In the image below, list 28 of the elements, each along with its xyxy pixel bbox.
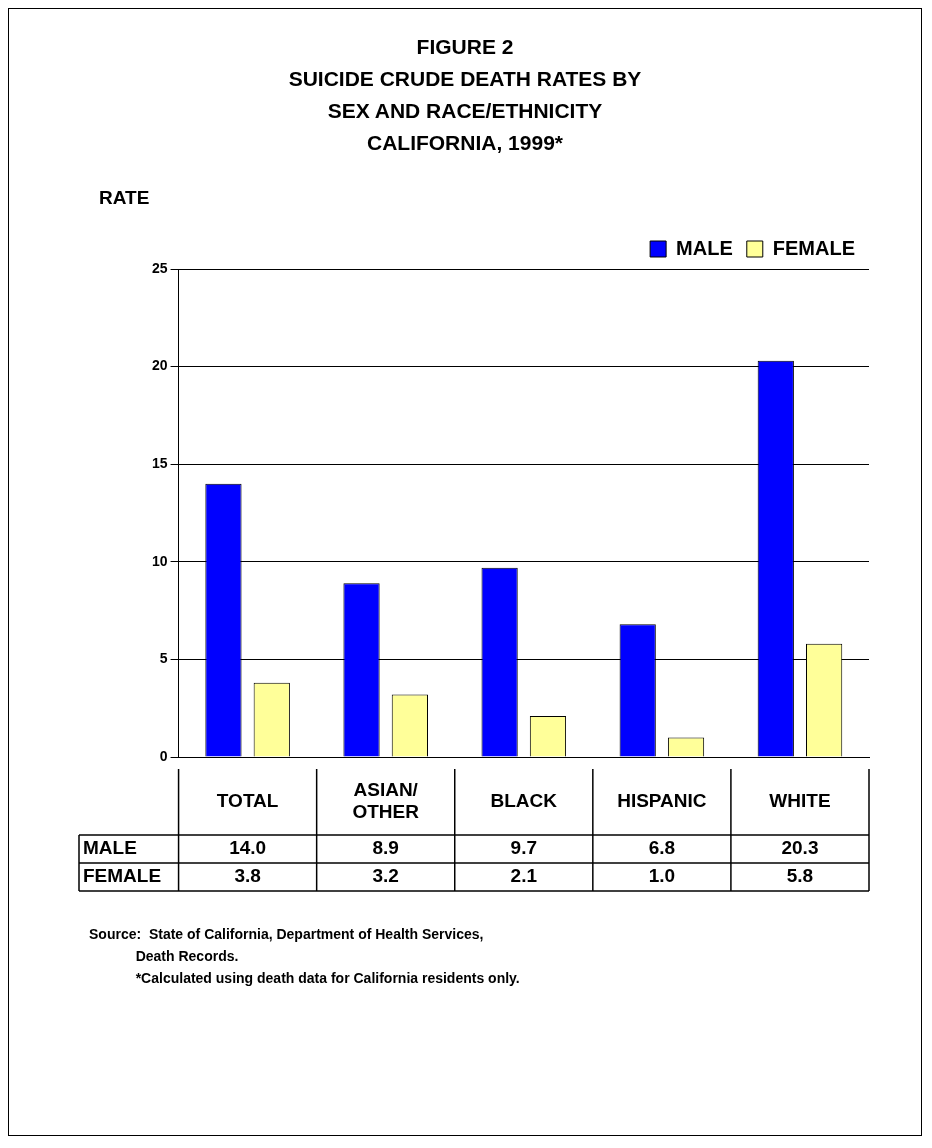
y-axis-title: RATE bbox=[99, 187, 151, 209]
text: MALE bbox=[83, 837, 137, 859]
data-label: 5.8 bbox=[786, 865, 814, 887]
data-label: 1.0 bbox=[648, 865, 676, 887]
x-tick-label: WHITE bbox=[769, 790, 831, 812]
text: FEMALE bbox=[83, 865, 162, 887]
data-label: 3.2 bbox=[372, 865, 399, 887]
data-label: 20.3 bbox=[781, 837, 819, 859]
x-tick-label: HISPANIC bbox=[617, 790, 707, 812]
data-label: 3.8 bbox=[234, 865, 261, 887]
y-tick-label: 20 bbox=[151, 357, 168, 374]
legend-label: MALE bbox=[676, 236, 733, 259]
y-tick-label: 10 bbox=[151, 552, 168, 569]
x-tick-label: ASIAN/ OTHER bbox=[352, 779, 420, 823]
x-tick-label: BLACK bbox=[490, 790, 558, 812]
source-note: Source: State of California, Department of Health Services, Death Records. *Calculated using death data for California residents only. bbox=[89, 925, 521, 988]
data-label: 8.9 bbox=[372, 837, 399, 859]
data-label: 9.7 bbox=[510, 837, 537, 859]
data-label: 2.1 bbox=[510, 865, 538, 887]
data-label: 14.0 bbox=[229, 837, 267, 859]
x-tick-label: TOTAL bbox=[216, 790, 279, 812]
y-tick-label: 5 bbox=[159, 650, 168, 667]
y-tick-label: 15 bbox=[151, 455, 168, 472]
legend-label: FEMALE bbox=[772, 236, 855, 259]
chart-title: FIGURE 2 SUICIDE CRUDE DEATH RATES BY SEX AND RACE/ETHNICITY CALIFORNIA, 1999* bbox=[287, 34, 643, 156]
data-label: 6.8 bbox=[648, 837, 676, 859]
y-tick-label: 0 bbox=[159, 747, 168, 764]
y-tick-label: 25 bbox=[151, 259, 168, 276]
